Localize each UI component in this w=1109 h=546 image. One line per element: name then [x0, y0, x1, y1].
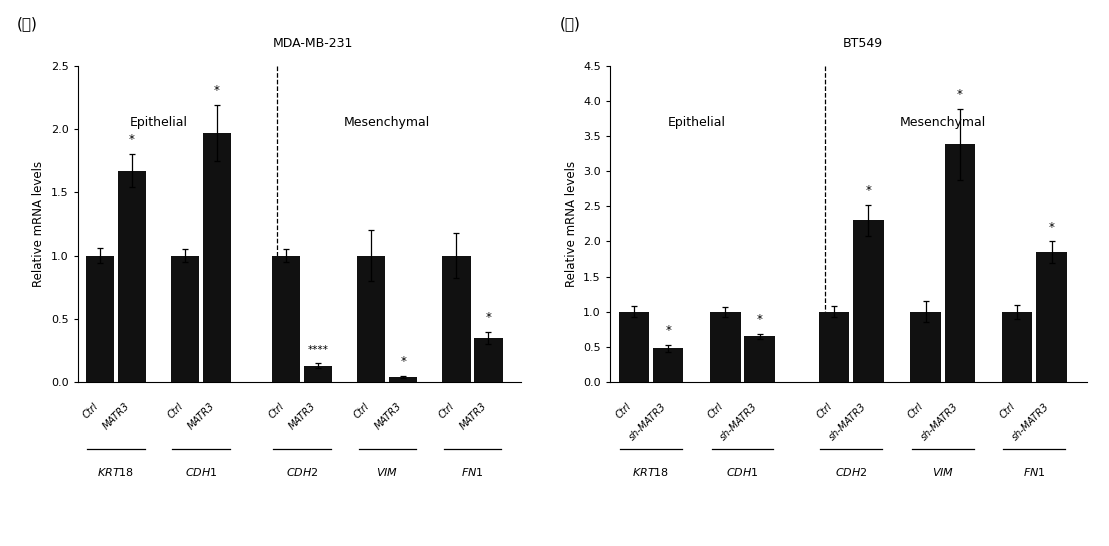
Bar — [945, 144, 975, 382]
Bar — [171, 256, 200, 382]
Text: $\it{VIM}$: $\it{VIM}$ — [932, 466, 954, 478]
Text: MDA-MB-231: MDA-MB-231 — [273, 37, 354, 50]
Bar — [85, 256, 114, 382]
Text: sh-MATR3: sh-MATR3 — [1010, 401, 1051, 442]
Text: sh-MATR3: sh-MATR3 — [919, 401, 960, 442]
Bar — [304, 366, 333, 382]
Bar — [442, 256, 470, 382]
Text: $\it{CDH2}$: $\it{CDH2}$ — [286, 466, 318, 478]
Text: Ctrl: Ctrl — [352, 401, 372, 420]
Text: *: * — [400, 355, 406, 368]
Text: $\it{KRT18}$: $\it{KRT18}$ — [632, 466, 670, 478]
Bar — [272, 256, 301, 382]
Bar — [710, 312, 741, 382]
Text: Ctrl: Ctrl — [165, 401, 185, 420]
Text: MATR3: MATR3 — [373, 401, 404, 432]
Text: sh-MATR3: sh-MATR3 — [627, 401, 668, 442]
Text: Ctrl: Ctrl — [437, 401, 457, 420]
Y-axis label: Relative mRNA levels: Relative mRNA levels — [564, 161, 578, 287]
Text: Epithelial: Epithelial — [668, 116, 725, 129]
Text: *: * — [865, 184, 872, 197]
Text: Ctrl: Ctrl — [998, 401, 1017, 420]
Text: $\it{VIM}$: $\it{VIM}$ — [376, 466, 398, 478]
Text: Ctrl: Ctrl — [706, 401, 725, 420]
Text: Epithelial: Epithelial — [130, 116, 187, 129]
Bar — [910, 312, 940, 382]
Text: Mesenchymal: Mesenchymal — [344, 116, 430, 129]
Text: BT549: BT549 — [843, 37, 883, 50]
Text: *: * — [1049, 221, 1055, 234]
Bar — [203, 133, 231, 382]
Text: $\it{CDH1}$: $\it{CDH1}$ — [184, 466, 217, 478]
Bar — [744, 336, 775, 382]
Text: (가): (가) — [17, 16, 38, 31]
Text: MATR3: MATR3 — [186, 401, 217, 432]
Text: $\it{FN1}$: $\it{FN1}$ — [461, 466, 484, 478]
Text: $\it{FN1}$: $\it{FN1}$ — [1022, 466, 1046, 478]
Bar — [1036, 252, 1067, 382]
Text: Ctrl: Ctrl — [614, 401, 634, 420]
Bar — [389, 377, 417, 382]
Text: Ctrl: Ctrl — [906, 401, 926, 420]
Text: $\it{CDH1}$: $\it{CDH1}$ — [726, 466, 759, 478]
Text: Ctrl: Ctrl — [815, 401, 834, 420]
Bar — [818, 312, 849, 382]
Text: $\it{KRT18}$: $\it{KRT18}$ — [98, 466, 134, 478]
Bar — [853, 221, 884, 382]
Bar — [653, 348, 683, 382]
Text: MATR3: MATR3 — [458, 401, 488, 432]
Text: *: * — [486, 311, 491, 324]
Bar — [118, 171, 146, 382]
Text: *: * — [214, 84, 220, 97]
Text: MATR3: MATR3 — [287, 401, 318, 432]
Text: *: * — [665, 324, 671, 337]
Bar — [357, 256, 386, 382]
Text: *: * — [756, 313, 763, 326]
Text: Ctrl: Ctrl — [81, 401, 100, 420]
Text: Mesenchymal: Mesenchymal — [899, 116, 986, 129]
Bar — [1001, 312, 1032, 382]
Text: $\it{CDH2}$: $\it{CDH2}$ — [835, 466, 867, 478]
Text: MATR3: MATR3 — [101, 401, 132, 432]
Text: ****: **** — [307, 345, 328, 355]
Text: *: * — [129, 133, 134, 146]
Text: *: * — [957, 88, 963, 101]
Bar — [475, 338, 502, 382]
Y-axis label: Relative mRNA levels: Relative mRNA levels — [32, 161, 45, 287]
Bar — [619, 312, 649, 382]
Text: sh-MATR3: sh-MATR3 — [719, 401, 760, 442]
Text: (나): (나) — [560, 16, 581, 31]
Text: sh-MATR3: sh-MATR3 — [827, 401, 868, 442]
Text: Ctrl: Ctrl — [267, 401, 286, 420]
